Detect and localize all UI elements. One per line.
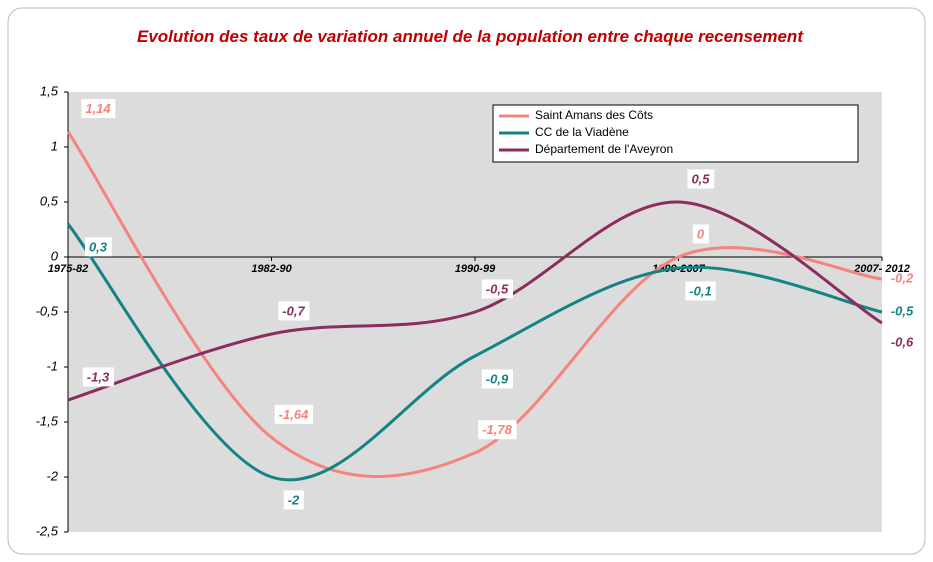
- value-label-bg: [278, 301, 310, 321]
- y-tick-label: 1: [51, 138, 58, 153]
- x-tick-label: 1982-90: [251, 263, 292, 275]
- value-label: 1,14: [85, 101, 111, 116]
- line-series: [67, 200, 883, 402]
- value-label-bg: [687, 169, 715, 189]
- x-tick-label: 1975-82: [48, 263, 88, 275]
- y-tick-label: -2: [46, 468, 58, 483]
- value-label: -1,78: [482, 422, 512, 437]
- y-tick-label: -2,5: [36, 523, 59, 538]
- chart-title: Evolution des taux de variation annuel d…: [137, 27, 803, 46]
- value-label-bg: [81, 99, 116, 119]
- legend-label: CC de la Viadène: [535, 125, 629, 139]
- value-label-bg: [481, 279, 513, 299]
- legend-box: [492, 104, 859, 163]
- value-label: -0,6: [891, 334, 914, 349]
- legend-label: Département de l'Aveyron: [535, 142, 673, 156]
- legend-label: Saint Amans des Côts: [535, 108, 653, 122]
- value-label-bg: [283, 490, 305, 510]
- y-tick-label: -1,5: [36, 413, 59, 428]
- value-label: -0,1: [689, 283, 711, 298]
- value-label: -1,3: [87, 369, 110, 384]
- y-tick-label: -1: [46, 358, 58, 373]
- value-label: -2: [288, 492, 300, 507]
- value-label: 0,5: [691, 171, 710, 186]
- y-tick-label: 1,5: [40, 83, 59, 98]
- value-label: -0,7: [282, 303, 305, 318]
- x-tick-label: 1990-99: [455, 263, 496, 275]
- value-label: -0,9: [486, 371, 509, 386]
- value-label: -0,5: [891, 303, 914, 318]
- line-series: [66, 130, 883, 478]
- y-tick-label: -0,5: [36, 303, 59, 318]
- x-tick-label: 2007- 2012: [853, 263, 910, 275]
- value-label-bg: [82, 367, 114, 387]
- value-label-bg: [481, 369, 513, 389]
- value-label: -0,2: [891, 270, 914, 285]
- y-tick-label: 0,5: [40, 193, 59, 208]
- value-label-bg: [478, 420, 517, 440]
- line-series: [66, 223, 883, 482]
- value-label: 0: [697, 226, 705, 241]
- value-label: 0,3: [89, 239, 108, 254]
- value-label: -0,5: [486, 281, 509, 296]
- value-label-bg: [685, 281, 716, 301]
- value-label-bg: [84, 237, 112, 257]
- value-label: -1,64: [279, 407, 309, 422]
- value-label-bg: [274, 404, 314, 424]
- y-tick-label: 0: [51, 248, 59, 263]
- value-label-bg: [692, 224, 709, 244]
